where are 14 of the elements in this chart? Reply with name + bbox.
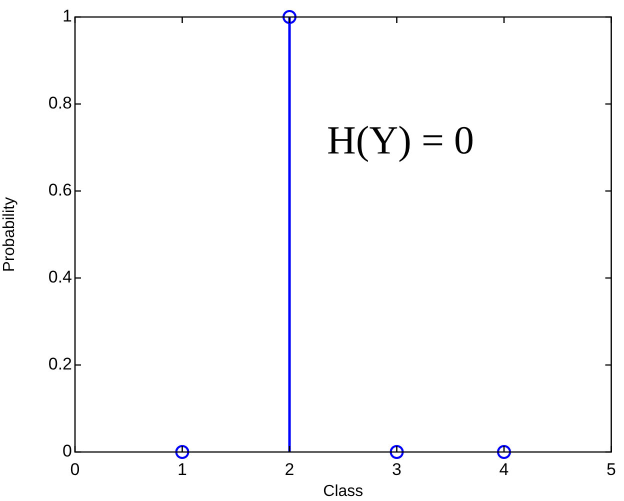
y-axis-title: Probability <box>1 197 18 272</box>
y-tick-label: 0.4 <box>48 268 72 287</box>
y-tick-label: 0.6 <box>48 180 72 200</box>
x-tick-label: 5 <box>606 460 616 479</box>
x-tick-label: 2 <box>284 460 294 479</box>
y-tick-label: 0.2 <box>48 354 72 374</box>
y-tick-label: 0 <box>62 442 72 461</box>
x-tick-label: 1 <box>178 460 187 479</box>
x-tick-label: 4 <box>499 460 509 479</box>
x-tick-label: 3 <box>392 460 402 479</box>
x-axis-title: Class <box>323 482 364 500</box>
y-tick-label: 0.8 <box>48 94 72 113</box>
annotation: H(Y) = 0 <box>327 118 474 163</box>
y-tick-label: 1 <box>62 6 72 26</box>
